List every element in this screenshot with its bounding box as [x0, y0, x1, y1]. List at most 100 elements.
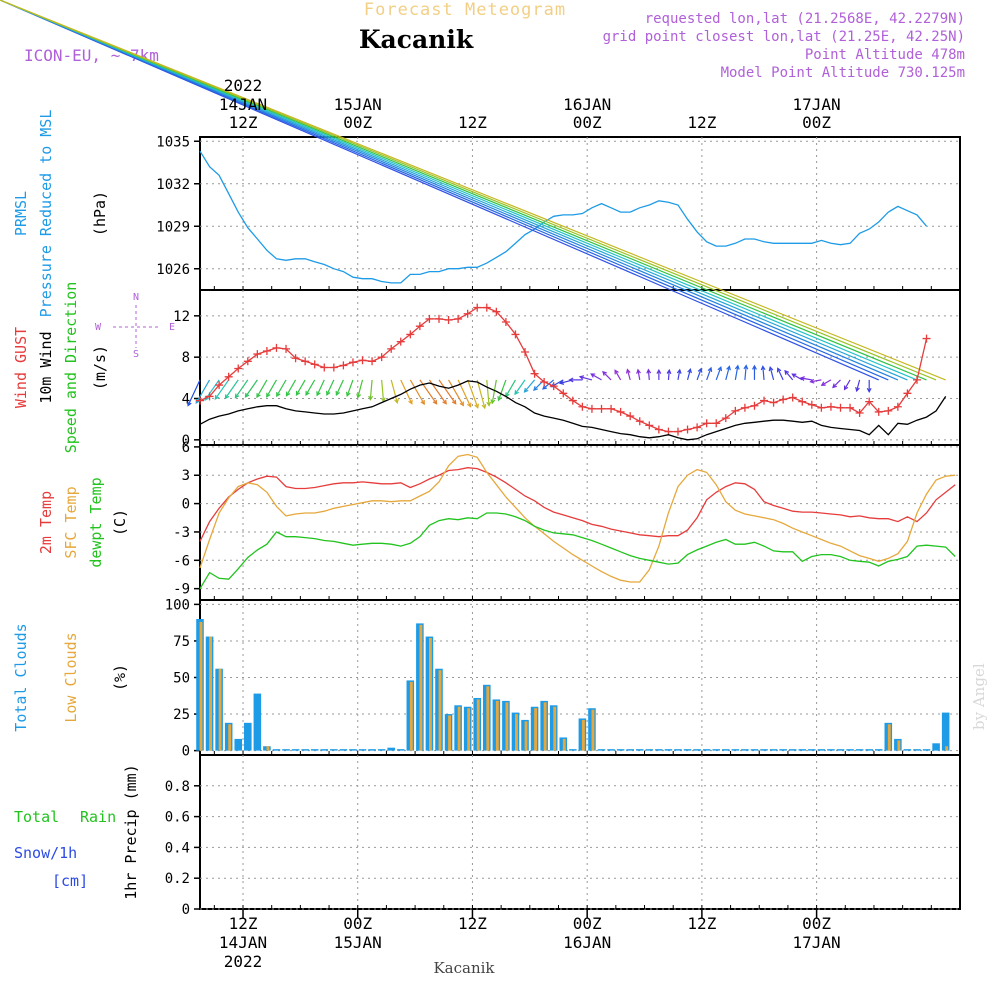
wind-arrow	[677, 369, 681, 381]
gust-marker	[348, 358, 357, 367]
series-line	[199, 453, 956, 583]
compass-east: E	[169, 322, 175, 333]
wind-arrow-head	[707, 366, 713, 372]
gust-marker	[234, 364, 243, 373]
gust-marker	[521, 348, 530, 356]
panel-label: 1hr Precip (mm)	[122, 764, 140, 899]
wind-arrow	[696, 368, 702, 381]
wind-arrow-head	[514, 390, 519, 396]
cloud-bar	[913, 749, 921, 751]
time-label-bottom: 14JAN	[219, 933, 267, 952]
panel-label: PRMSL	[12, 191, 30, 236]
y-tick-label: 12	[173, 309, 190, 325]
wind-arrow	[579, 376, 593, 381]
time-label-top: 00Z	[802, 113, 831, 132]
gust-marker	[798, 397, 807, 406]
time-label-bottom: 16JAN	[563, 933, 611, 952]
cloud-bar	[683, 749, 692, 751]
cloud-bar	[199, 621, 203, 751]
cloud-bar	[922, 749, 931, 751]
panel-label: Total Clouds	[12, 623, 30, 731]
gust-marker	[760, 396, 769, 405]
panel-label: Total	[14, 808, 59, 826]
requested-coords: requested lon,lat (21.2568E, 42.2279N)	[645, 11, 965, 27]
time-label-top: 15JAN	[334, 95, 382, 114]
cloud-bar	[569, 749, 577, 751]
wind-arrow	[0, 0, 899, 381]
gust-marker	[368, 357, 377, 366]
gust-marker	[693, 423, 702, 432]
wind-arrow-head	[743, 364, 749, 370]
wind-arrow-head	[244, 392, 250, 398]
cloud-bar	[448, 715, 451, 751]
gust-marker	[425, 314, 434, 323]
wind-arrow-head	[305, 390, 310, 397]
panel-label: Rain	[80, 808, 116, 826]
cloud-bar	[945, 746, 949, 751]
wind-arrow	[614, 370, 622, 381]
panel-label: Low Clouds	[62, 632, 80, 722]
wind-arrow	[715, 366, 722, 381]
wind-arrow	[844, 379, 851, 390]
wind-arrow	[285, 379, 297, 396]
wind-arrow	[856, 379, 861, 392]
y-tick-label: -3	[173, 525, 190, 541]
cloud-bar	[266, 746, 270, 751]
gust-marker	[645, 421, 654, 430]
panel-label: (m/s)	[91, 345, 109, 390]
gust-marker	[415, 322, 424, 331]
cloud-bar	[722, 749, 730, 751]
wind-arrow	[626, 369, 631, 381]
gust-marker	[540, 377, 549, 386]
wind-arrow	[762, 366, 765, 380]
cloud-bar	[846, 749, 854, 751]
gust-marker	[511, 330, 520, 339]
cloud-bar	[903, 749, 912, 751]
wind-arrow	[187, 379, 201, 406]
time-label-top: 2022	[224, 76, 263, 95]
gust-marker	[740, 403, 749, 412]
wind-arrow	[369, 379, 373, 400]
y-tick-label: 8	[182, 350, 190, 366]
cloud-bar	[731, 749, 740, 751]
y-tick-label: 0	[182, 902, 190, 918]
wind-arrow-head	[768, 365, 774, 372]
wind-arrow	[0, 0, 908, 381]
gust-marker	[291, 354, 300, 363]
wind-arrow-head	[760, 365, 766, 371]
cloud-bar	[476, 699, 480, 751]
gust-marker	[329, 363, 338, 372]
wind-arrow-head	[442, 399, 447, 405]
gust-marker	[377, 353, 386, 362]
cloud-bar	[387, 747, 395, 751]
gust-marker	[301, 357, 310, 366]
cloud-bar	[320, 749, 329, 751]
cloud-bar	[515, 714, 518, 751]
wind-arrow-head	[843, 385, 849, 391]
cloud-bar	[591, 709, 595, 751]
time-label-top: 12Z	[458, 113, 487, 132]
gust-marker	[282, 344, 291, 353]
gust-marker	[482, 303, 491, 312]
wind-arrow	[276, 379, 287, 397]
cloud-bar	[788, 749, 797, 751]
wind-arrow	[744, 365, 747, 380]
wind-arrow-head	[432, 399, 438, 405]
gust-marker	[673, 427, 682, 436]
gust-marker	[406, 330, 415, 339]
y-tick-label: 1026	[156, 262, 190, 278]
cloud-bar	[358, 749, 367, 751]
y-tick-label: 0.2	[165, 871, 190, 887]
gust-marker	[454, 314, 463, 323]
y-tick-label: 0.8	[165, 779, 190, 795]
time-label-bottom: 12Z	[687, 914, 716, 933]
wind-arrow	[686, 369, 691, 381]
wind-arrow-head	[214, 394, 220, 400]
cloud-bar	[396, 749, 405, 751]
gust-marker	[243, 357, 252, 366]
panel-label: 10m Wind	[37, 331, 55, 403]
wind-arrow	[476, 379, 486, 409]
panel-label: (%)	[111, 664, 129, 691]
y-tick-label: 1029	[156, 219, 190, 235]
